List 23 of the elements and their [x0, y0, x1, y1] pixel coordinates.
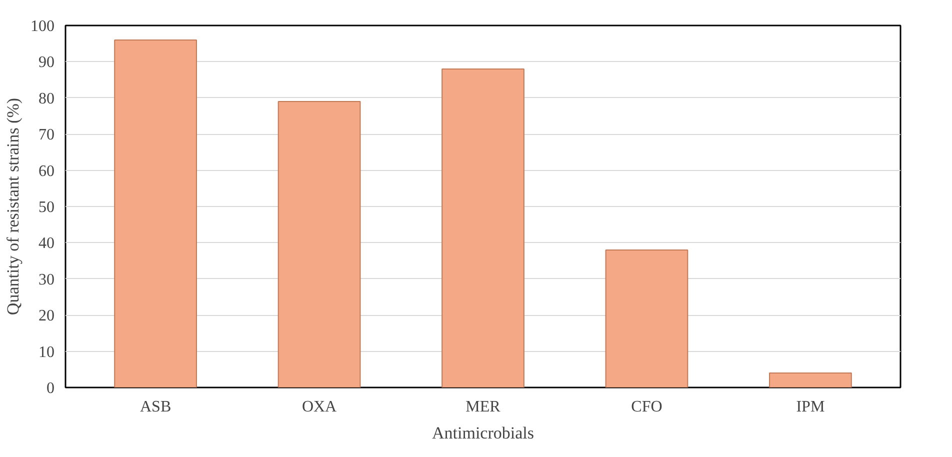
y-axis-title: Quantity of resistant strains (%): [4, 98, 22, 316]
y-tick-label: 70: [38, 126, 54, 144]
y-tick-label: 50: [38, 199, 54, 216]
y-tick-label: 40: [38, 235, 54, 252]
y-tick-label: 30: [38, 271, 54, 288]
y-tick-label: 60: [38, 162, 54, 180]
y-tick-label: 80: [38, 90, 54, 108]
x-tick-label: OXA: [302, 398, 338, 416]
x-tick-label: ASB: [140, 398, 172, 416]
bar: [442, 68, 524, 388]
bar: [278, 101, 361, 388]
x-tick-label: CFO: [631, 398, 662, 416]
x-axis-title: Antimicrobials: [432, 424, 534, 442]
y-tick-label: 0: [46, 380, 54, 397]
y-tick-label: 20: [38, 308, 54, 325]
y-tick-label: 90: [38, 54, 54, 72]
bar: [114, 39, 197, 388]
bar: [605, 249, 688, 388]
y-tick-label: 10: [38, 344, 54, 361]
x-tick-label: MER: [466, 398, 501, 416]
y-tick-label: 100: [30, 18, 54, 35]
x-tick-label: IPM: [796, 398, 825, 416]
bar: [769, 372, 852, 388]
